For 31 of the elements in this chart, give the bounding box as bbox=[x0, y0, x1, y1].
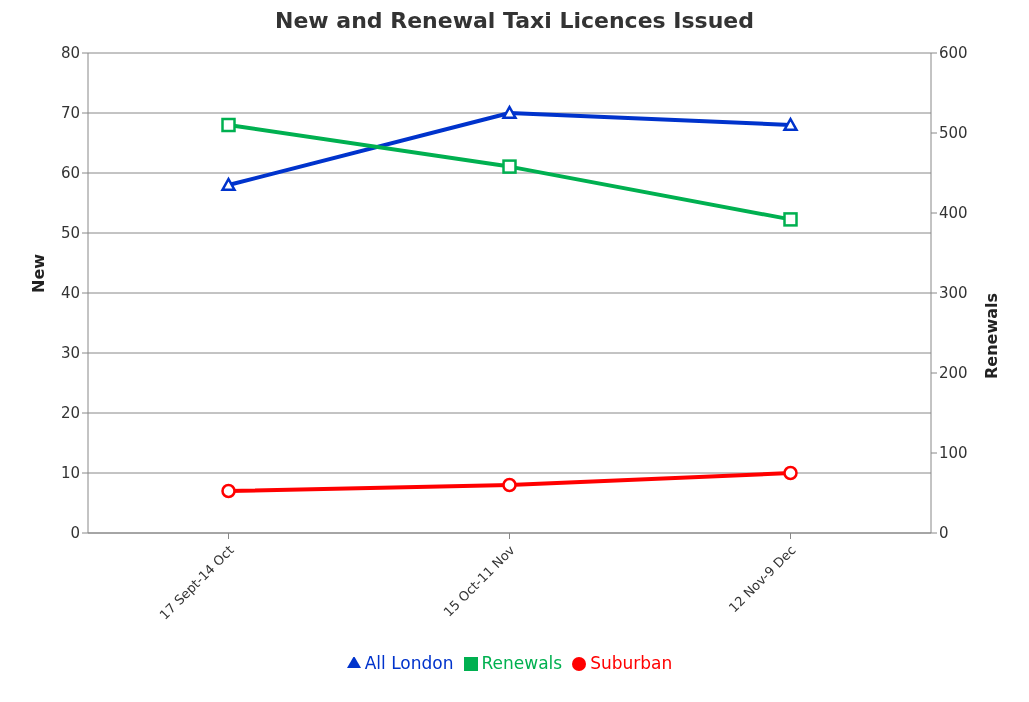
point bbox=[783, 117, 798, 132]
y-tick-label: 20 bbox=[60, 404, 80, 423]
point bbox=[221, 117, 236, 133]
y-tick-label: 80 bbox=[60, 44, 80, 63]
y-tick-label: 50 bbox=[60, 224, 80, 243]
point bbox=[221, 483, 236, 499]
y-tick-label: 70 bbox=[60, 104, 80, 123]
y2-tick-label: 100 bbox=[939, 444, 968, 463]
y-tick-label: 30 bbox=[60, 344, 80, 363]
legend-label: All London bbox=[364, 653, 454, 673]
y2-tick-label: 500 bbox=[939, 124, 968, 143]
point bbox=[783, 465, 798, 481]
legend-label: Renewals bbox=[481, 653, 563, 673]
y2-tick-label: 600 bbox=[939, 44, 968, 63]
point bbox=[502, 477, 517, 493]
y2-tick-label: 0 bbox=[939, 524, 949, 543]
y-tick-label: 40 bbox=[60, 284, 80, 303]
y-tick-label: 60 bbox=[60, 164, 80, 183]
legend-label: Suburban bbox=[590, 653, 673, 673]
y-tick-label: 10 bbox=[60, 464, 80, 483]
y-axis-title: New bbox=[28, 253, 48, 293]
y2-axis-title: Renewals bbox=[981, 293, 1001, 379]
y2-tick-label: 400 bbox=[939, 204, 968, 223]
y-tick-label: 0 bbox=[70, 524, 80, 543]
point bbox=[502, 159, 517, 174]
point bbox=[502, 105, 517, 120]
point bbox=[221, 177, 236, 192]
point bbox=[783, 212, 798, 227]
chart-title: New and Renewal Taxi Licences Issued bbox=[273, 8, 756, 33]
y2-tick-label: 200 bbox=[939, 364, 968, 383]
y2-tick-label: 300 bbox=[939, 284, 968, 303]
